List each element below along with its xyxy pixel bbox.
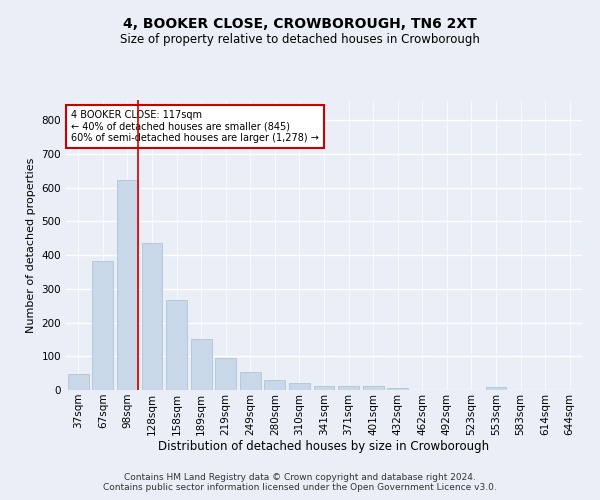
Bar bbox=[68, 374, 89, 390]
Bar bbox=[166, 300, 187, 390]
X-axis label: Distribution of detached houses by size in Crowborough: Distribution of detached houses by size … bbox=[158, 440, 490, 454]
Bar bbox=[117, 180, 138, 390]
Bar bbox=[142, 242, 163, 390]
Bar bbox=[362, 386, 383, 390]
Bar bbox=[191, 338, 212, 390]
Text: 4 BOOKER CLOSE: 117sqm
← 40% of detached houses are smaller (845)
60% of semi-de: 4 BOOKER CLOSE: 117sqm ← 40% of detached… bbox=[71, 110, 319, 144]
Text: Size of property relative to detached houses in Crowborough: Size of property relative to detached ho… bbox=[120, 32, 480, 46]
Bar bbox=[265, 380, 286, 390]
Bar bbox=[92, 261, 113, 390]
Bar bbox=[485, 386, 506, 390]
Bar bbox=[314, 386, 334, 390]
Bar bbox=[387, 388, 408, 390]
Bar bbox=[338, 386, 359, 390]
Text: Contains HM Land Registry data © Crown copyright and database right 2024.
Contai: Contains HM Land Registry data © Crown c… bbox=[103, 473, 497, 492]
Y-axis label: Number of detached properties: Number of detached properties bbox=[26, 158, 36, 332]
Bar bbox=[289, 384, 310, 390]
Text: 4, BOOKER CLOSE, CROWBOROUGH, TN6 2XT: 4, BOOKER CLOSE, CROWBOROUGH, TN6 2XT bbox=[123, 18, 477, 32]
Bar bbox=[240, 372, 261, 390]
Bar bbox=[215, 358, 236, 390]
